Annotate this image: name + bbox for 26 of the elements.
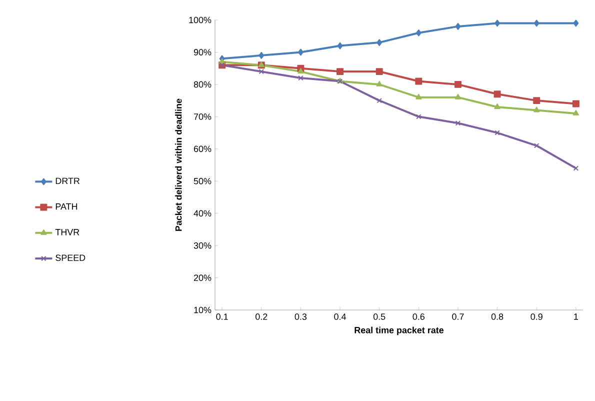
y-tick-label: 10% <box>194 306 212 314</box>
x-tick-label: 0.7 <box>452 314 464 320</box>
x-axis-title: Real time packet rate <box>354 326 444 336</box>
x-tick-label: 1 <box>574 314 578 320</box>
x-tick-label: 0.8 <box>491 314 504 320</box>
legend-label: SPEED <box>56 254 86 261</box>
y-tick-label: 60% <box>194 146 212 152</box>
x-tick-label: 0.3 <box>294 314 307 320</box>
y-tick-label: 50% <box>194 178 212 184</box>
y-tick-label: 100% <box>189 16 212 24</box>
legend-label: THVR <box>55 229 80 236</box>
x-tick-label: 0.9 <box>530 314 542 320</box>
x-tick-label: 0.5 <box>373 314 386 320</box>
y-tick-label: 70% <box>194 113 212 120</box>
y-tick-label: 20% <box>194 274 212 281</box>
y-tick-label: 30% <box>194 242 212 249</box>
y-tick-label: 80% <box>194 81 212 88</box>
x-tick-label: 0.4 <box>334 314 346 320</box>
y-tick-label: 40% <box>194 210 212 217</box>
legend-label: DRTR <box>56 178 80 184</box>
x-tick-label: 0.1 <box>216 314 228 320</box>
y-axis-title: Packet deliverd within deadline <box>175 98 182 231</box>
y-tick-label: 90% <box>194 49 212 56</box>
x-tick-label: 0.6 <box>412 314 425 320</box>
x-tick-label: 0.2 <box>256 314 268 320</box>
legend-label: PATH <box>56 203 78 210</box>
